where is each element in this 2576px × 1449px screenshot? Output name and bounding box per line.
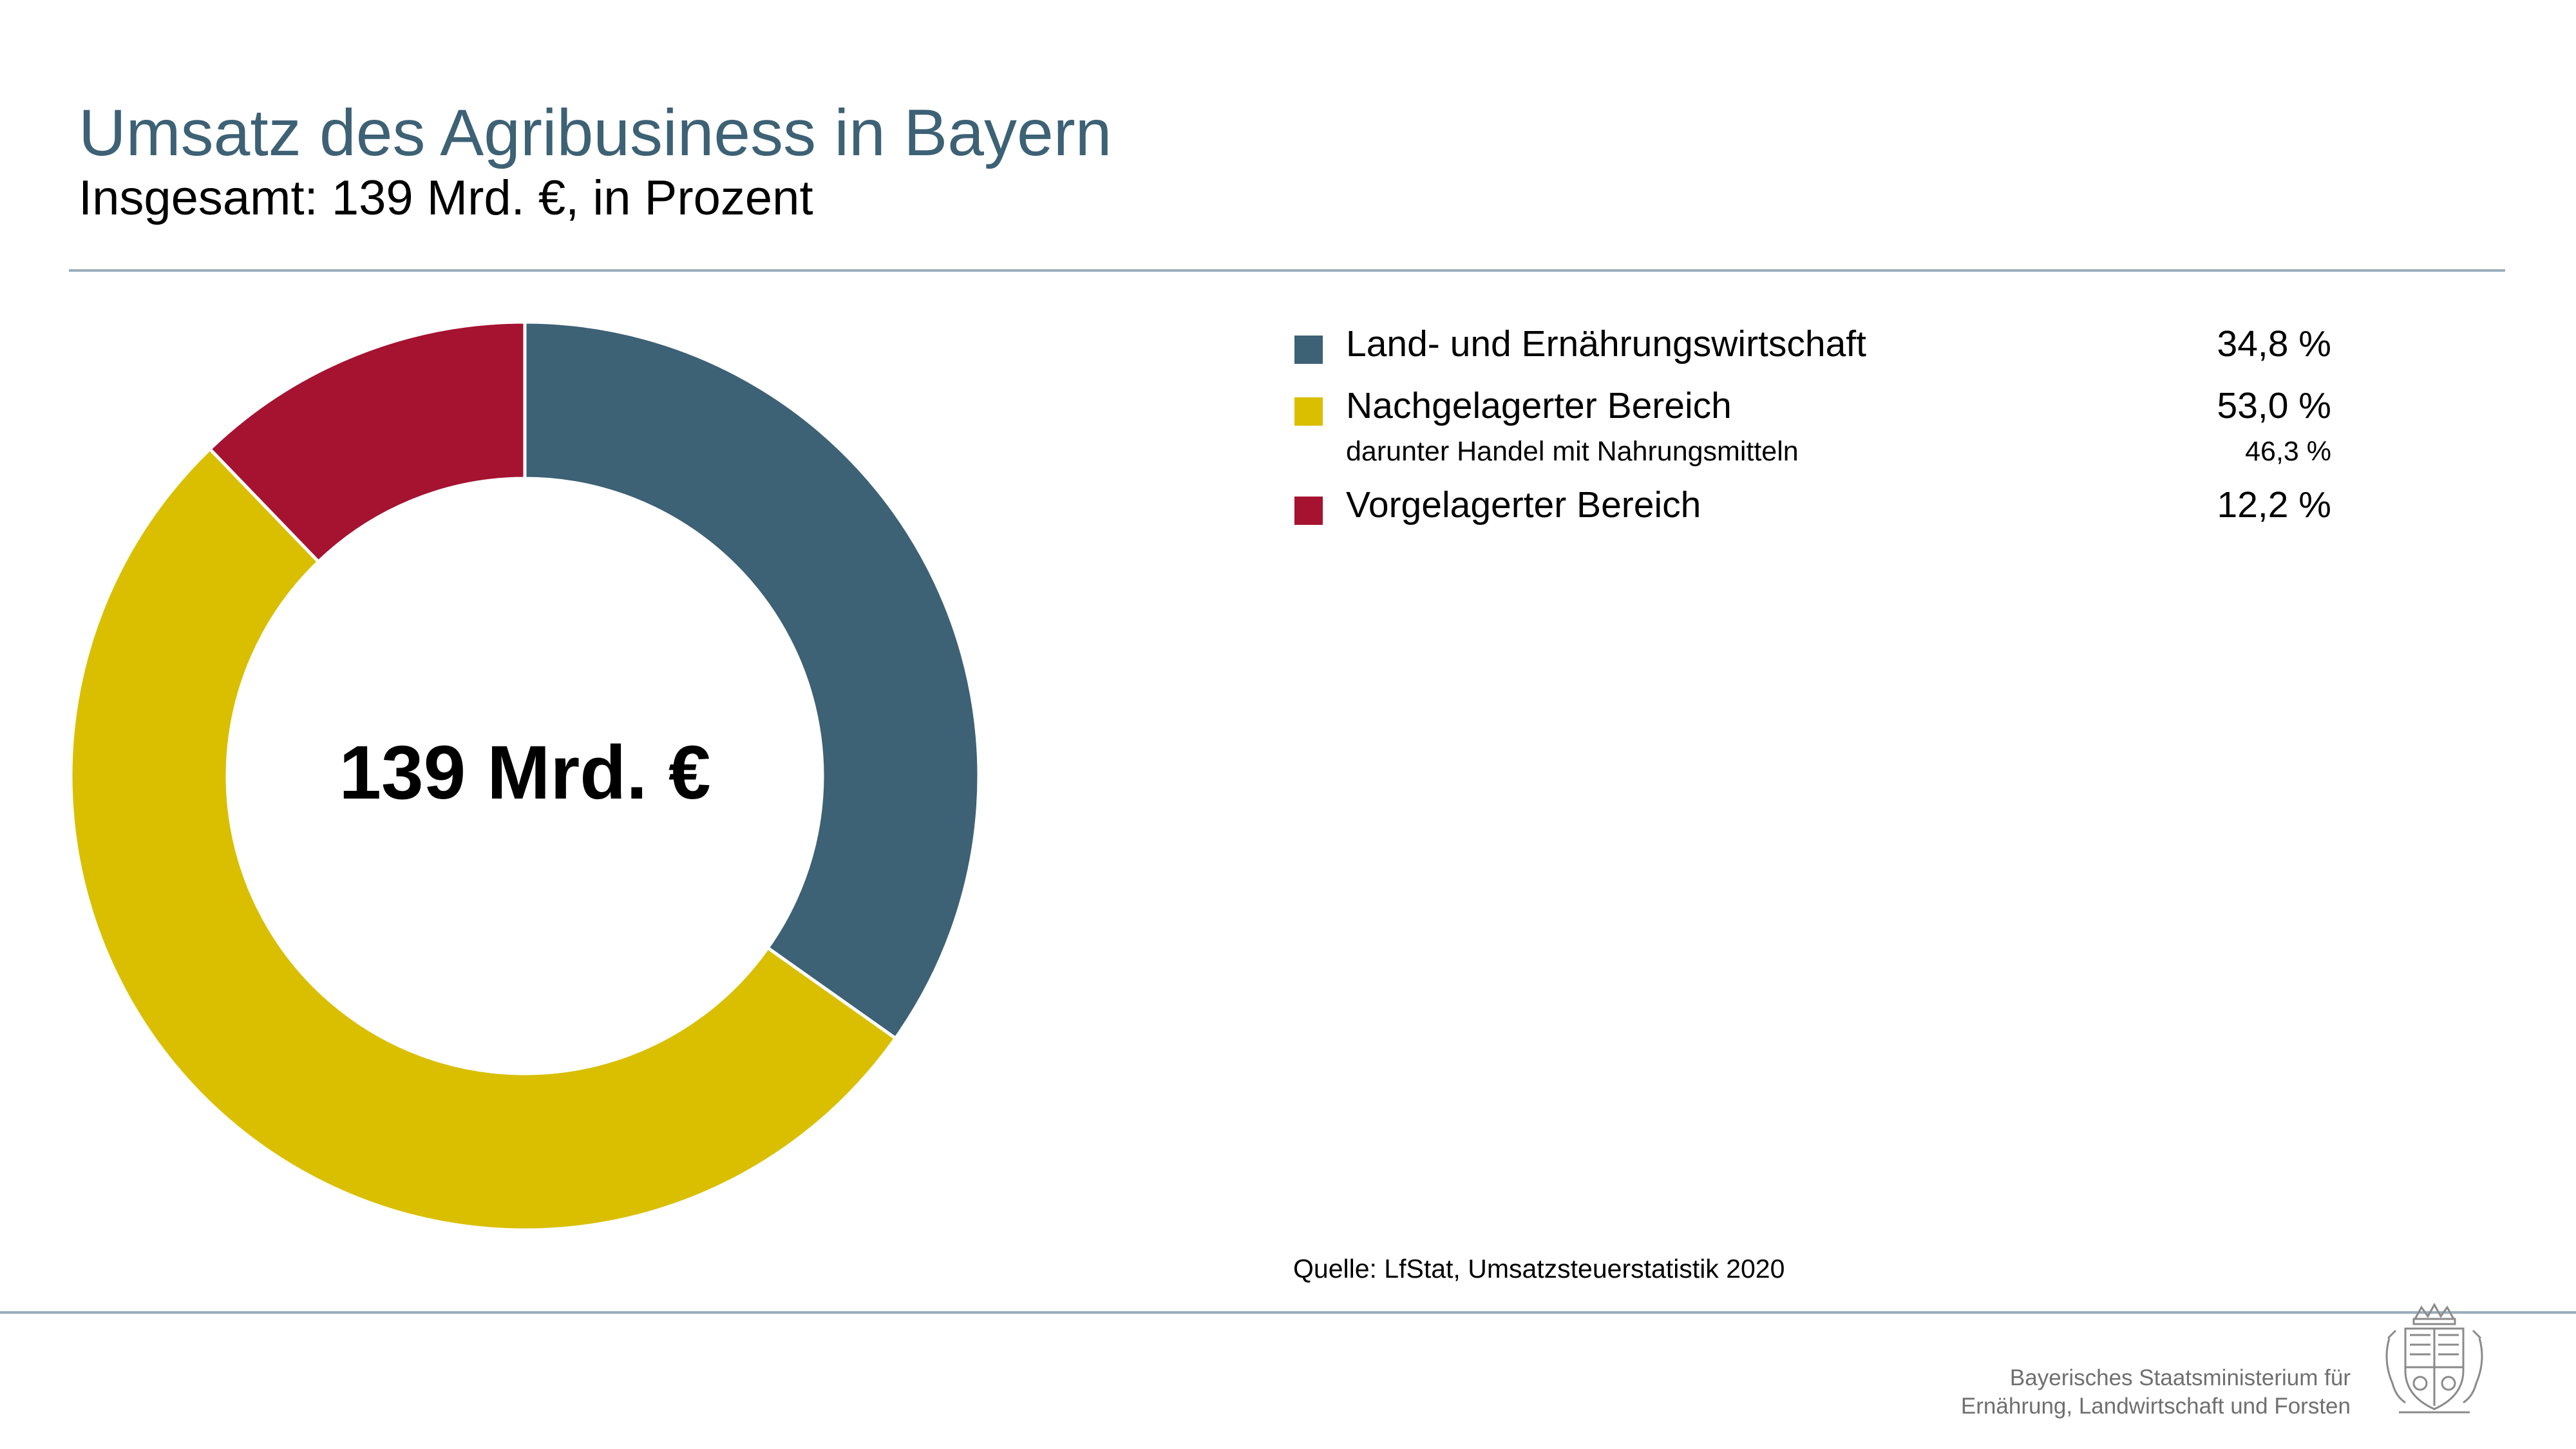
legend-sub-item-handel: darunter Handel mit Nahrungsmitteln 46,3… [1294, 434, 2331, 473]
legend-label-vorgelagert: Vorgelagerter Bereich [1346, 484, 1701, 526]
footer-divider [0, 1311, 2576, 1314]
legend-label-land: Land- und Ernährungswirtschaft [1346, 323, 1866, 365]
ministry-name-line2: Ernährung, Landwirtschaft und Forsten [1960, 1393, 2351, 1419]
page-subtitle: Insgesamt: 139 Mrd. €, in Prozent [79, 171, 813, 225]
legend-value-vorgelagert: 12,2 % [2217, 484, 2331, 526]
header-divider [69, 269, 2505, 272]
legend-item-land: Land- und Ernährungswirtschaft 34,8 % [1294, 320, 2331, 372]
bavarian-coat-of-arms-icon [2385, 1302, 2483, 1414]
donut-center-label: 139 Mrd. € [339, 730, 711, 815]
page-title: Umsatz des Agribusiness in Bayern [79, 96, 1112, 169]
source-note: Quelle: LfStat, Umsatzsteuerstatistik 20… [1293, 1254, 1785, 1283]
donut-slice-vorgelagert [207, 320, 527, 564]
legend-sub-label-handel: darunter Handel mit Nahrungsmitteln [1346, 436, 1799, 467]
legend-value-nachgelagert: 53,0 % [2217, 385, 2331, 426]
legend-sub-value-handel: 46,3 % [2245, 436, 2331, 467]
legend-swatch-land [1294, 336, 1323, 364]
ministry-name-line1: Bayerisches Staatsministerium für [2009, 1365, 2351, 1390]
legend-swatch-vorgelagert [1294, 497, 1323, 525]
ministry-name: Bayerisches Staatsministerium für Ernähr… [1961, 1364, 2351, 1421]
legend-item-nachgelagert: Nachgelagerter Bereich 53,0 % [1294, 382, 2331, 433]
donut-slice-land [523, 320, 981, 1041]
legend-swatch-nachgelagert [1294, 397, 1323, 426]
legend-item-vorgelagert: Vorgelagerter Bereich 12,2 % [1294, 481, 2331, 533]
donut-slice-nachgelagert [69, 446, 898, 1232]
legend-label-nachgelagert: Nachgelagerter Bereich [1346, 385, 1732, 426]
legend-value-land: 34,8 % [2217, 323, 2331, 365]
